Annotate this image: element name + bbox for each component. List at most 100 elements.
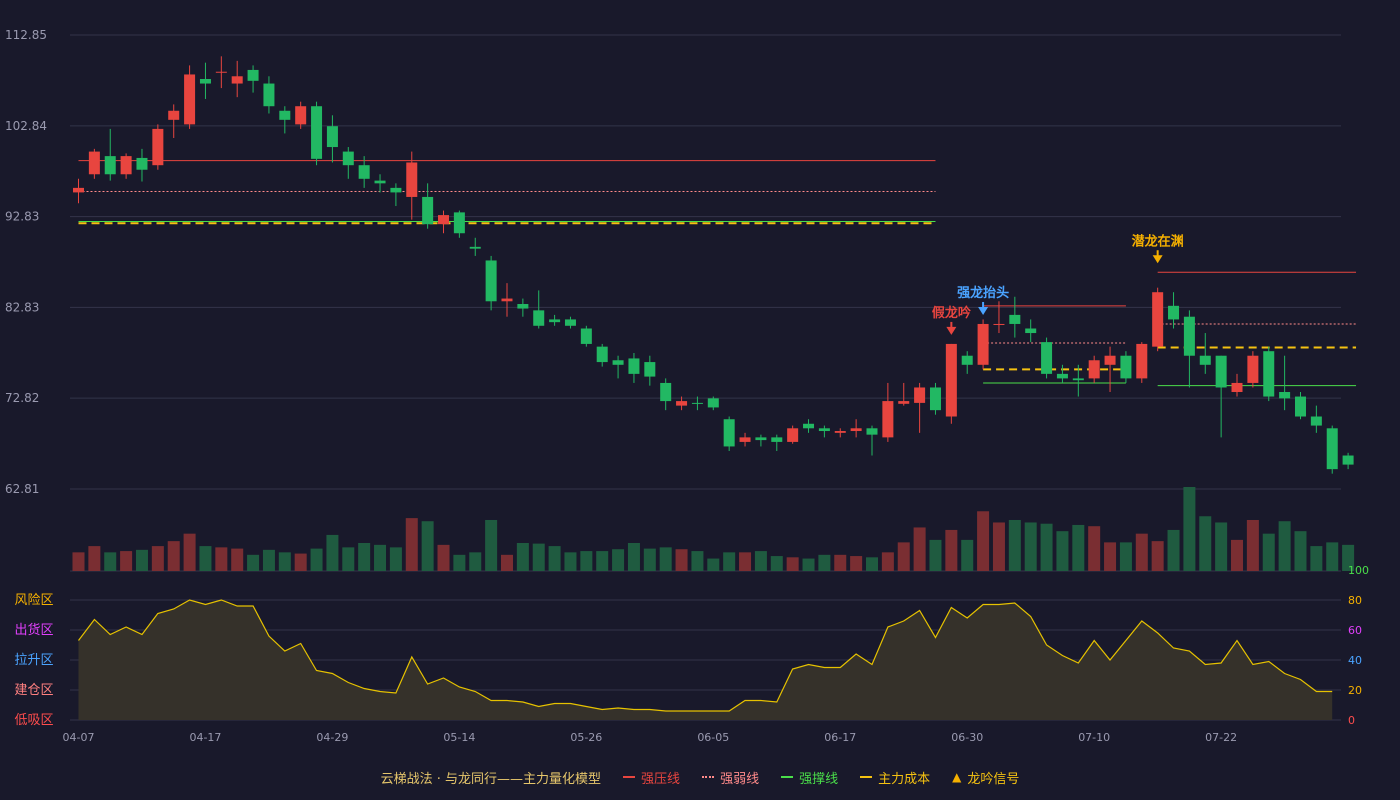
volume-bar: [1199, 516, 1212, 571]
volume-bar: [707, 558, 720, 571]
candle-body: [596, 346, 608, 363]
price-tick-label: 62.81: [5, 482, 39, 496]
volume-bar: [183, 533, 196, 571]
volume-bar: [294, 553, 307, 571]
legend: 云梯战法 · 与龙同行——主力量化模型 强压线 强弱线 强撑线 主力成本 ▲ 龙…: [0, 766, 1400, 788]
candle-body: [453, 212, 465, 234]
osc-area: [78, 600, 1333, 720]
candle-body: [1183, 316, 1195, 356]
candle-body: [501, 298, 513, 302]
volume-bar: [1231, 539, 1244, 571]
legend-item-support[interactable]: 强撑线: [781, 768, 838, 787]
volume-bar: [580, 551, 593, 571]
volume-bar: [1294, 531, 1307, 571]
candle-body: [469, 246, 481, 249]
dashed-line-icon: [860, 776, 873, 778]
volume-bar: [1056, 531, 1069, 571]
volume-bar: [215, 547, 228, 571]
volume-bar: [881, 552, 894, 571]
candle-body: [1263, 351, 1275, 397]
chart-canvas: 112.85 102.84 92.83 82.83 72.82 62.81 假龙吟 强龙抬头 潜…: [5, 28, 1369, 744]
candle-body: [564, 319, 576, 326]
x-tick-label: 07-10: [1078, 731, 1110, 744]
legend-label: 龙吟信号: [967, 771, 1020, 787]
candle-body: [136, 157, 148, 170]
volume-bar: [1262, 533, 1275, 571]
volume-bar: [1024, 522, 1037, 571]
candle-body: [1152, 292, 1164, 347]
candle-body: [676, 401, 688, 406]
volume-bar: [358, 543, 371, 571]
candle-body: [914, 387, 926, 403]
candle-body: [1056, 373, 1068, 379]
price-tick-label: 112.85: [5, 28, 47, 42]
candle-body: [707, 398, 719, 408]
legend-item-weak[interactable]: 强弱线: [702, 768, 759, 787]
volume-bar: [374, 544, 387, 571]
volume-bar: [548, 546, 561, 571]
legend-item-resist[interactable]: 强压线: [623, 768, 680, 787]
candle-body: [803, 423, 815, 429]
candle-body: [295, 106, 307, 125]
volume-bar: [1342, 544, 1355, 571]
osc-zone-label: 低吸区: [14, 713, 53, 728]
legend-item-signal[interactable]: ▲ 龙吟信号: [952, 768, 1019, 787]
legend-label: 主力成本: [878, 771, 931, 787]
volume-bar: [72, 552, 85, 571]
volume-bar: [802, 558, 815, 571]
volume-bar: [247, 554, 260, 571]
volume-bar: [834, 554, 847, 571]
candle-body: [1310, 416, 1322, 426]
volume-bar: [1167, 529, 1180, 571]
osc-tick-label: 100: [1348, 564, 1369, 577]
candle-body: [1199, 355, 1211, 365]
candle-body: [215, 71, 227, 73]
signal-arrow-icon: [1152, 255, 1163, 264]
price-tick-label: 72.82: [5, 391, 39, 405]
volume-bar: [1104, 542, 1117, 571]
triangle-icon: ▲: [952, 770, 962, 784]
osc-zone-label: 风险区: [14, 593, 53, 608]
signal-label: 潜龙在渊: [1132, 233, 1184, 249]
candle-body: [628, 358, 640, 374]
candle-body: [644, 362, 656, 377]
volume-bar: [421, 521, 434, 571]
legend-item-cost[interactable]: 主力成本: [860, 768, 930, 787]
candle-body: [866, 428, 878, 435]
volume-bar: [786, 557, 799, 571]
volume-bar: [977, 511, 990, 571]
candle-body: [549, 319, 561, 323]
candle-body: [1104, 355, 1116, 365]
volume-bar: [866, 557, 878, 571]
candle-body: [929, 387, 941, 411]
x-tick-label: 04-29: [316, 731, 348, 744]
candle-body: [168, 110, 180, 120]
candle-body: [1215, 355, 1227, 388]
volume-bar: [596, 551, 609, 571]
volume-bar: [231, 548, 244, 571]
x-tick-label: 05-14: [443, 731, 475, 744]
candle-body: [1326, 428, 1338, 470]
legend-label: 强撑线: [799, 771, 839, 787]
volume-bar: [1040, 523, 1053, 571]
candle-body: [358, 165, 370, 179]
candle-body: [961, 355, 973, 365]
volume-bar: [389, 547, 402, 571]
candle-body: [342, 151, 354, 166]
osc-tick-label: 80: [1348, 594, 1362, 607]
candle-body: [1168, 305, 1180, 320]
solid-line-icon: [781, 776, 794, 778]
volume-bar: [310, 548, 323, 571]
volume-bar: [913, 527, 926, 571]
volume-bar: [818, 554, 831, 571]
volume-bar: [992, 522, 1005, 571]
solid-line-icon: [623, 776, 636, 778]
volume-bar: [612, 549, 625, 571]
x-tick-label: 04-17: [189, 731, 221, 744]
volume-bar: [262, 549, 275, 571]
volume-bar: [342, 547, 355, 571]
candle-body: [184, 74, 196, 125]
candle-body: [533, 310, 545, 326]
legend-label: 强弱线: [720, 771, 760, 787]
